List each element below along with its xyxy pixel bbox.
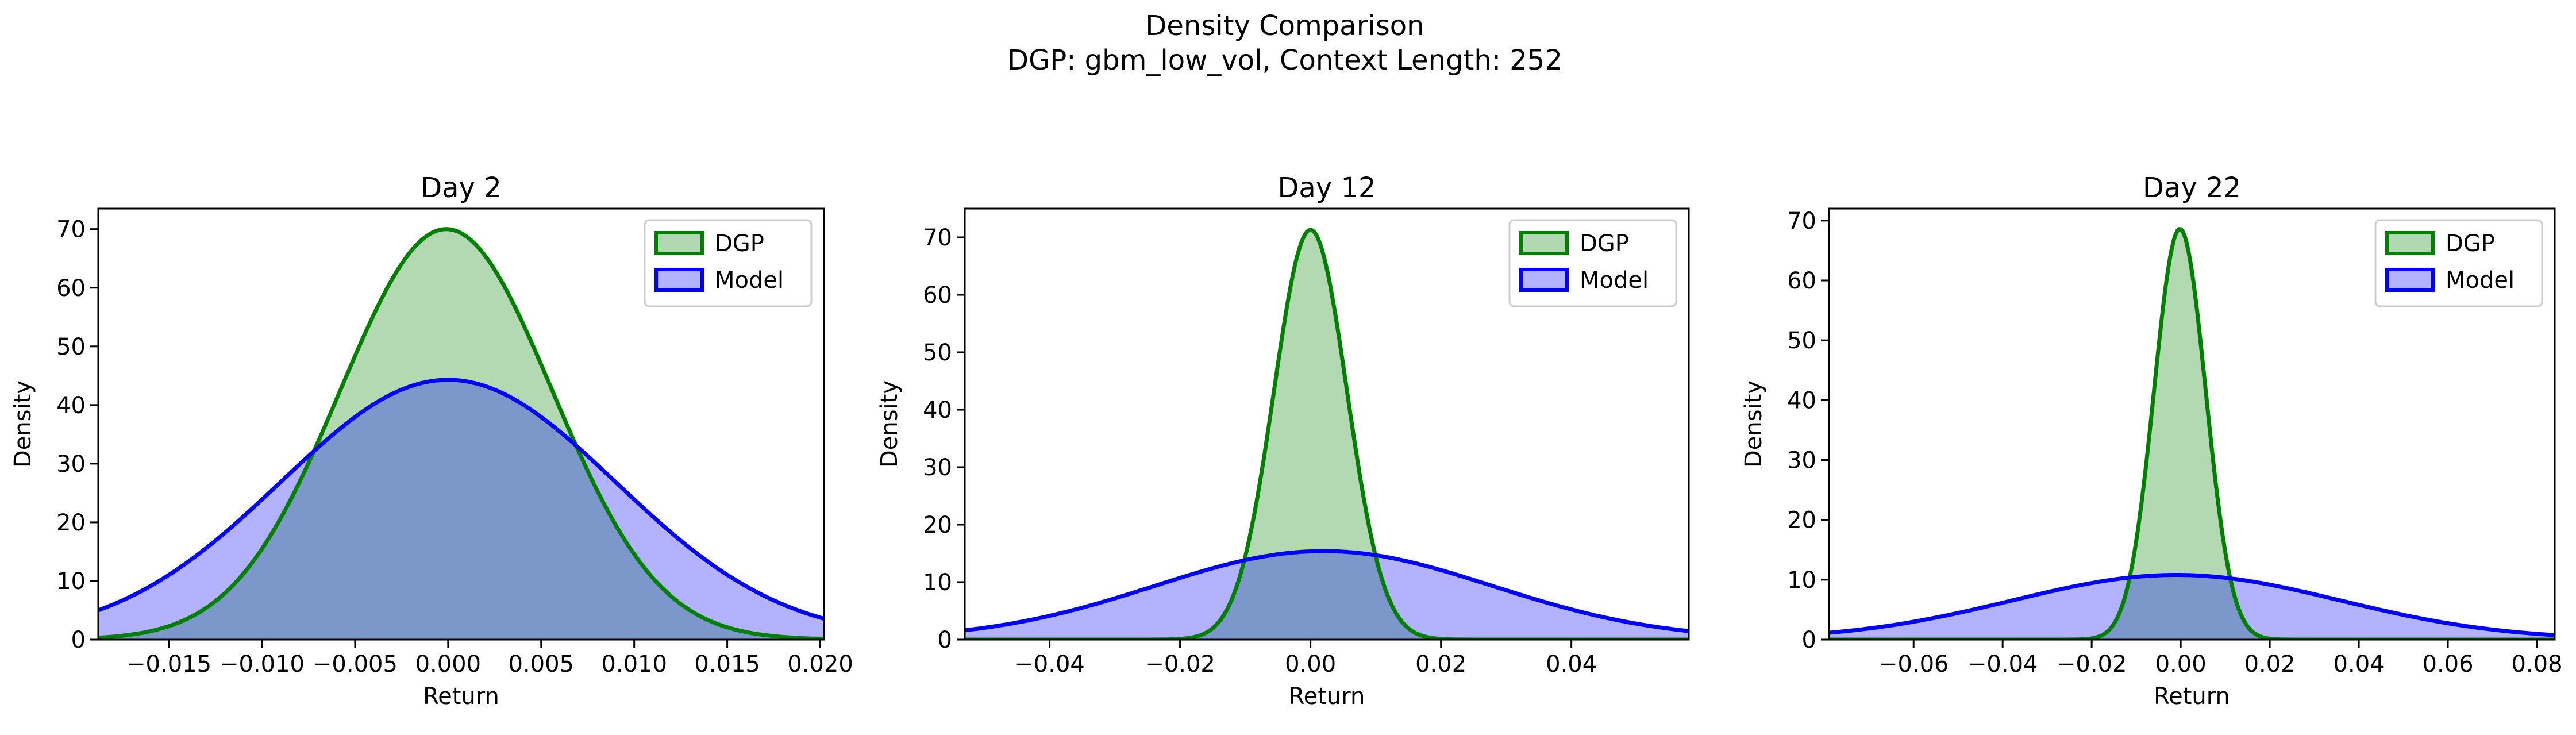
subplot-title: Day 12 [1277, 172, 1376, 204]
axes-frame [97, 207, 825, 641]
dgp-density-line [1829, 227, 2555, 640]
model-density-line [98, 378, 824, 621]
y-tick-label: 50 [56, 334, 86, 360]
y-tick-label: 20 [923, 512, 952, 538]
x-tick-label: −0.04 [1014, 651, 1085, 678]
x-tick-label: 0.000 [415, 651, 482, 678]
x-tick-label: 0.04 [2334, 651, 2385, 678]
model-density-line [965, 549, 1689, 633]
x-tick-label: −0.015 [126, 651, 211, 678]
legend-label-dgp: DGP [715, 230, 764, 257]
y-tick-label: 40 [56, 392, 86, 419]
model-density-fill [965, 551, 1689, 640]
legend: DGP Model [644, 219, 813, 307]
x-tick-label: −0.06 [1878, 651, 1949, 678]
y-tick-label: 10 [56, 568, 86, 595]
y-tick-label: 10 [1787, 567, 1816, 594]
dgp-density-fill [965, 230, 1689, 640]
y-tick-label: 40 [923, 397, 952, 424]
x-tick-label: −0.005 [313, 651, 398, 678]
axes-frame [1828, 207, 2556, 641]
y-tick-label: 30 [1787, 448, 1816, 474]
legend-swatch-model [1519, 268, 1569, 292]
legend-swatch-model [654, 268, 704, 292]
x-tick-label: 0.06 [2423, 651, 2474, 678]
legend-swatch-model [2385, 268, 2435, 292]
subplots: −0.015 −0.010 −0.005 0.000 0.005 0.010 0.015 0.… [10, 172, 2563, 710]
subplot-2: −0.04 −0.02 0.00 0.02 0.04 0 10 20 30 40 50 60 70 Day… [876, 172, 1690, 710]
y-tick-label: 10 [923, 569, 952, 596]
y-tick-label: 60 [1787, 268, 1816, 294]
x-tick-label: −0.04 [1967, 651, 2038, 678]
legend-swatch-dgp [1519, 231, 1569, 255]
figure-title: Density Comparison [1145, 10, 1424, 42]
x-tick-label: 0.005 [508, 651, 574, 678]
plot-area [98, 227, 824, 640]
x-axis-label: Return [423, 683, 499, 710]
x-tick-label: −0.02 [2057, 651, 2127, 678]
x-axis-label: Return [2154, 683, 2230, 710]
x-tick-label: 0.02 [2244, 651, 2296, 678]
y-tick-label: 0 [938, 627, 952, 653]
x-tick-label: 0.00 [2155, 651, 2207, 678]
x-tick-label: 0.015 [694, 651, 760, 678]
legend: DGP Model [2374, 219, 2543, 307]
subplot-3: −0.06 −0.04 −0.02 0.00 0.02 0.04 0.06 0.08 0 10 20… [1741, 172, 2563, 710]
x-tick-label: 0.00 [1285, 651, 1336, 678]
legend: DGP Model [1508, 219, 1677, 307]
plot-area [965, 228, 1689, 640]
model-density-fill [1829, 575, 2555, 640]
model-density-line [1829, 573, 2555, 637]
y-tick-label: 0 [71, 627, 86, 653]
subplot-title: Day 22 [2143, 172, 2241, 204]
y-tick-label: 20 [1787, 507, 1816, 534]
legend-label-dgp: DGP [1580, 230, 1629, 257]
y-tick-label: 40 [1787, 387, 1816, 414]
y-tick-label: 60 [923, 282, 952, 309]
y-tick-label: 60 [56, 275, 86, 302]
x-tick-label: 0.08 [2511, 651, 2562, 678]
x-tick-label: 0.02 [1415, 651, 1466, 678]
dgp-density-fill [1829, 229, 2555, 640]
y-tick-label: 70 [56, 217, 86, 243]
axes-frame [964, 207, 1690, 641]
dgp-density-line [965, 228, 1689, 640]
x-axis-label: Return [1289, 683, 1365, 710]
y-tick-label: 70 [923, 225, 952, 251]
y-tick-label: 30 [56, 451, 86, 478]
y-tick-label: 50 [1787, 328, 1816, 354]
x-tick-label: −0.02 [1145, 651, 1215, 678]
legend-label-dgp: DGP [2446, 230, 2495, 257]
y-axis-label: Density [1741, 380, 1767, 468]
y-tick-label: 0 [1802, 627, 1816, 653]
plot-area [1829, 227, 2555, 640]
legend-label-model: Model [1580, 267, 1649, 294]
x-tick-label: −0.010 [220, 651, 305, 678]
y-axis-label: Density [10, 380, 36, 468]
y-tick-label: 30 [923, 455, 952, 481]
legend-label-model: Model [2446, 267, 2515, 294]
y-tick-label: 70 [1787, 208, 1816, 234]
y-tick-label: 50 [923, 340, 952, 366]
dgp-density-fill [98, 229, 824, 640]
subplot-1: −0.015 −0.010 −0.005 0.000 0.005 0.010 0.015 0.… [10, 172, 853, 710]
x-tick-label: 0.010 [601, 651, 667, 678]
x-tick-label: 0.04 [1546, 651, 1597, 678]
y-tick-label: 20 [56, 510, 86, 536]
legend-label-model: Model [715, 267, 784, 294]
subplot-title: Day 2 [421, 172, 502, 204]
figure-subtitle: DGP: gbm_low_vol, Context Length: 252 [1007, 44, 1562, 76]
x-tick-label: 0.020 [787, 651, 853, 678]
model-density-fill [98, 380, 824, 640]
legend-swatch-dgp [2385, 231, 2435, 255]
y-axis-label: Density [876, 380, 903, 468]
dgp-density-line [98, 227, 824, 640]
legend-swatch-dgp [654, 231, 704, 255]
